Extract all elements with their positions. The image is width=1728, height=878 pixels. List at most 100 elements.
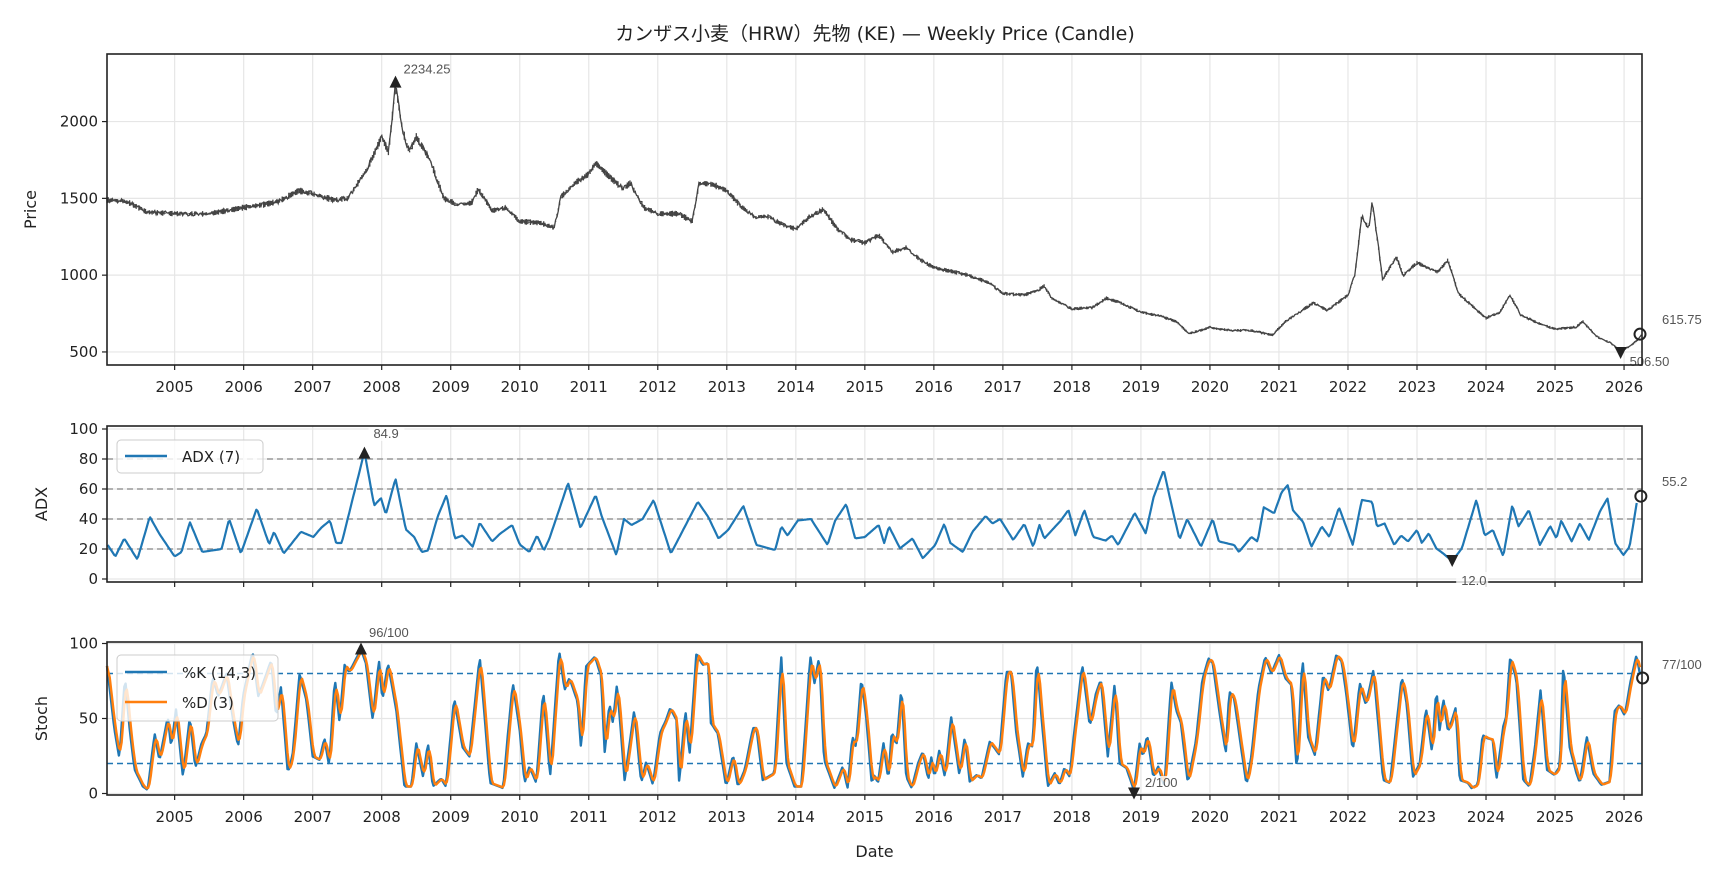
annotation-label: 12.0 (1461, 573, 1486, 588)
annotation-box (1142, 776, 1183, 791)
min-marker-icon (1614, 346, 1627, 359)
annotation-label: 2234.25 (404, 62, 451, 77)
x-tick-label: 2011 (570, 378, 608, 396)
annotation-label: 84.9 (373, 426, 398, 441)
x-tick-label: 2015 (846, 378, 884, 396)
y-tick-label: 2000 (60, 113, 98, 131)
x-tick-label: 2006 (225, 378, 263, 396)
x-tick-label: 2025 (1536, 808, 1574, 826)
x-tick-label: 2019 (1122, 378, 1160, 396)
x-tick-label: 2008 (363, 808, 401, 826)
x-tick-label: 2020 (1191, 808, 1229, 826)
x-tick-label: 2026 (1605, 808, 1643, 826)
price-series (106, 85, 1642, 352)
adx-panel: 0 20 40 60 80 100 ADX 84.9 12.0 55.2 ADX (7) (32, 420, 1687, 588)
x-tick-label: 2019 (1122, 808, 1160, 826)
x-tick-label: 2021 (1260, 378, 1298, 396)
y-tick-label: 60 (79, 480, 98, 498)
x-tick-label: 2009 (432, 378, 470, 396)
x-tick-label: 2010 (501, 808, 539, 826)
stoch-y-axis-label: Stoch (32, 696, 51, 741)
x-tick-label: 2008 (363, 378, 401, 396)
x-tick-label: 2014 (777, 808, 815, 826)
x-tick-label: 2014 (777, 378, 815, 396)
annotation-label: 77/100 (1662, 657, 1702, 672)
annotation-label: 2/100 (1145, 775, 1178, 790)
stoch-legend: %K (14,3) %D (3) (116, 654, 279, 722)
x-tick-label: 2012 (639, 378, 677, 396)
annotation-label: 96/100 (369, 625, 409, 640)
x-tick-label: 2017 (984, 808, 1022, 826)
x-tick-label: 2024 (1467, 378, 1505, 396)
x-tick-label: 2022 (1329, 378, 1367, 396)
min-marker-icon (1128, 787, 1141, 800)
x-tick-label: 2005 (156, 378, 194, 396)
annotation-label: 55.2 (1662, 474, 1687, 489)
adx-y-axis-label: ADX (32, 487, 51, 521)
y-tick-label: 20 (79, 540, 98, 558)
x-tick-label: 2007 (294, 378, 332, 396)
x-tick-label: 2021 (1260, 808, 1298, 826)
y-tick-label: 100 (69, 420, 98, 438)
chart-title: カンザス小麦（HRW）先物 (KE) — Weekly Price (Candl… (615, 23, 1135, 45)
y-tick-label: 500 (69, 343, 98, 361)
price-y-axis-label: Price (21, 190, 40, 229)
legend-label-d: %D (3) (182, 694, 234, 712)
y-tick-label: 0 (88, 785, 98, 803)
x-tick-label: 2017 (984, 378, 1022, 396)
x-tick-label: 2012 (639, 808, 677, 826)
last-value-marker (1634, 489, 1648, 503)
x-tick-label: 2013 (708, 808, 746, 826)
x-tick-label: 2020 (1191, 378, 1229, 396)
axes-frame (106, 53, 1643, 366)
x-tick-label: 2006 (225, 808, 263, 826)
last-value-marker (1633, 327, 1647, 341)
x-axis-label: Date (855, 842, 893, 861)
y-tick-label: 50 (79, 710, 98, 728)
price-candle-wicks (106, 86, 1643, 352)
min-marker-icon (1446, 555, 1459, 567)
x-tick-label: 2026 (1605, 378, 1643, 396)
axes-frame (106, 641, 1643, 796)
y-tick-label: 0 (88, 570, 98, 588)
y-tick-label: 80 (79, 450, 98, 468)
x-tick-label: 2009 (432, 808, 470, 826)
x-tick-label: 2016 (915, 378, 953, 396)
annotation-box (368, 425, 405, 441)
x-tick-label: 2016 (915, 808, 953, 826)
x-tick-label: 2011 (570, 808, 608, 826)
annotation-label: 506.50 (1630, 354, 1670, 369)
annotation-box (1626, 354, 1675, 370)
max-marker-icon (389, 75, 402, 88)
annotation-label: 615.75 (1662, 312, 1702, 327)
annotation-box (1456, 572, 1489, 588)
legend-box (116, 439, 264, 474)
x-tick-label: 2018 (1053, 378, 1091, 396)
price-panel: 500 1000 1500 2000 2005 2006 2007 2008 2009 2010 2… (21, 53, 1702, 396)
x-tick-label: 2010 (501, 378, 539, 396)
legend-label-adx: ADX (7) (182, 448, 240, 466)
x-tick-label: 2022 (1329, 808, 1367, 826)
x-tick-label: 2013 (708, 378, 746, 396)
stoch-d-series (105, 650, 1642, 790)
y-tick-label: 40 (79, 510, 98, 528)
x-tick-label: 2015 (846, 808, 884, 826)
x-tick-label: 2023 (1398, 808, 1436, 826)
annotation-box (364, 626, 417, 641)
x-tick-label: 2007 (294, 808, 332, 826)
x-tick-label: 2024 (1467, 808, 1505, 826)
max-marker-icon (358, 446, 371, 459)
stoch-panel: 0 50 100 2005 2006 2007 2008 2009 2010 2011 2012 20… (32, 625, 1702, 861)
adx-series (106, 452, 1638, 562)
adx-legend: ADX (7) (116, 439, 264, 474)
x-tick-label: 2023 (1398, 378, 1436, 396)
y-tick-label: 1500 (60, 189, 98, 207)
legend-label-k: %K (14,3) (182, 664, 256, 682)
axes-frame (106, 425, 1643, 583)
y-tick-label: 1000 (60, 266, 98, 284)
max-marker-icon (354, 642, 367, 655)
x-tick-label: 2018 (1053, 808, 1091, 826)
y-tick-label: 100 (69, 635, 98, 653)
